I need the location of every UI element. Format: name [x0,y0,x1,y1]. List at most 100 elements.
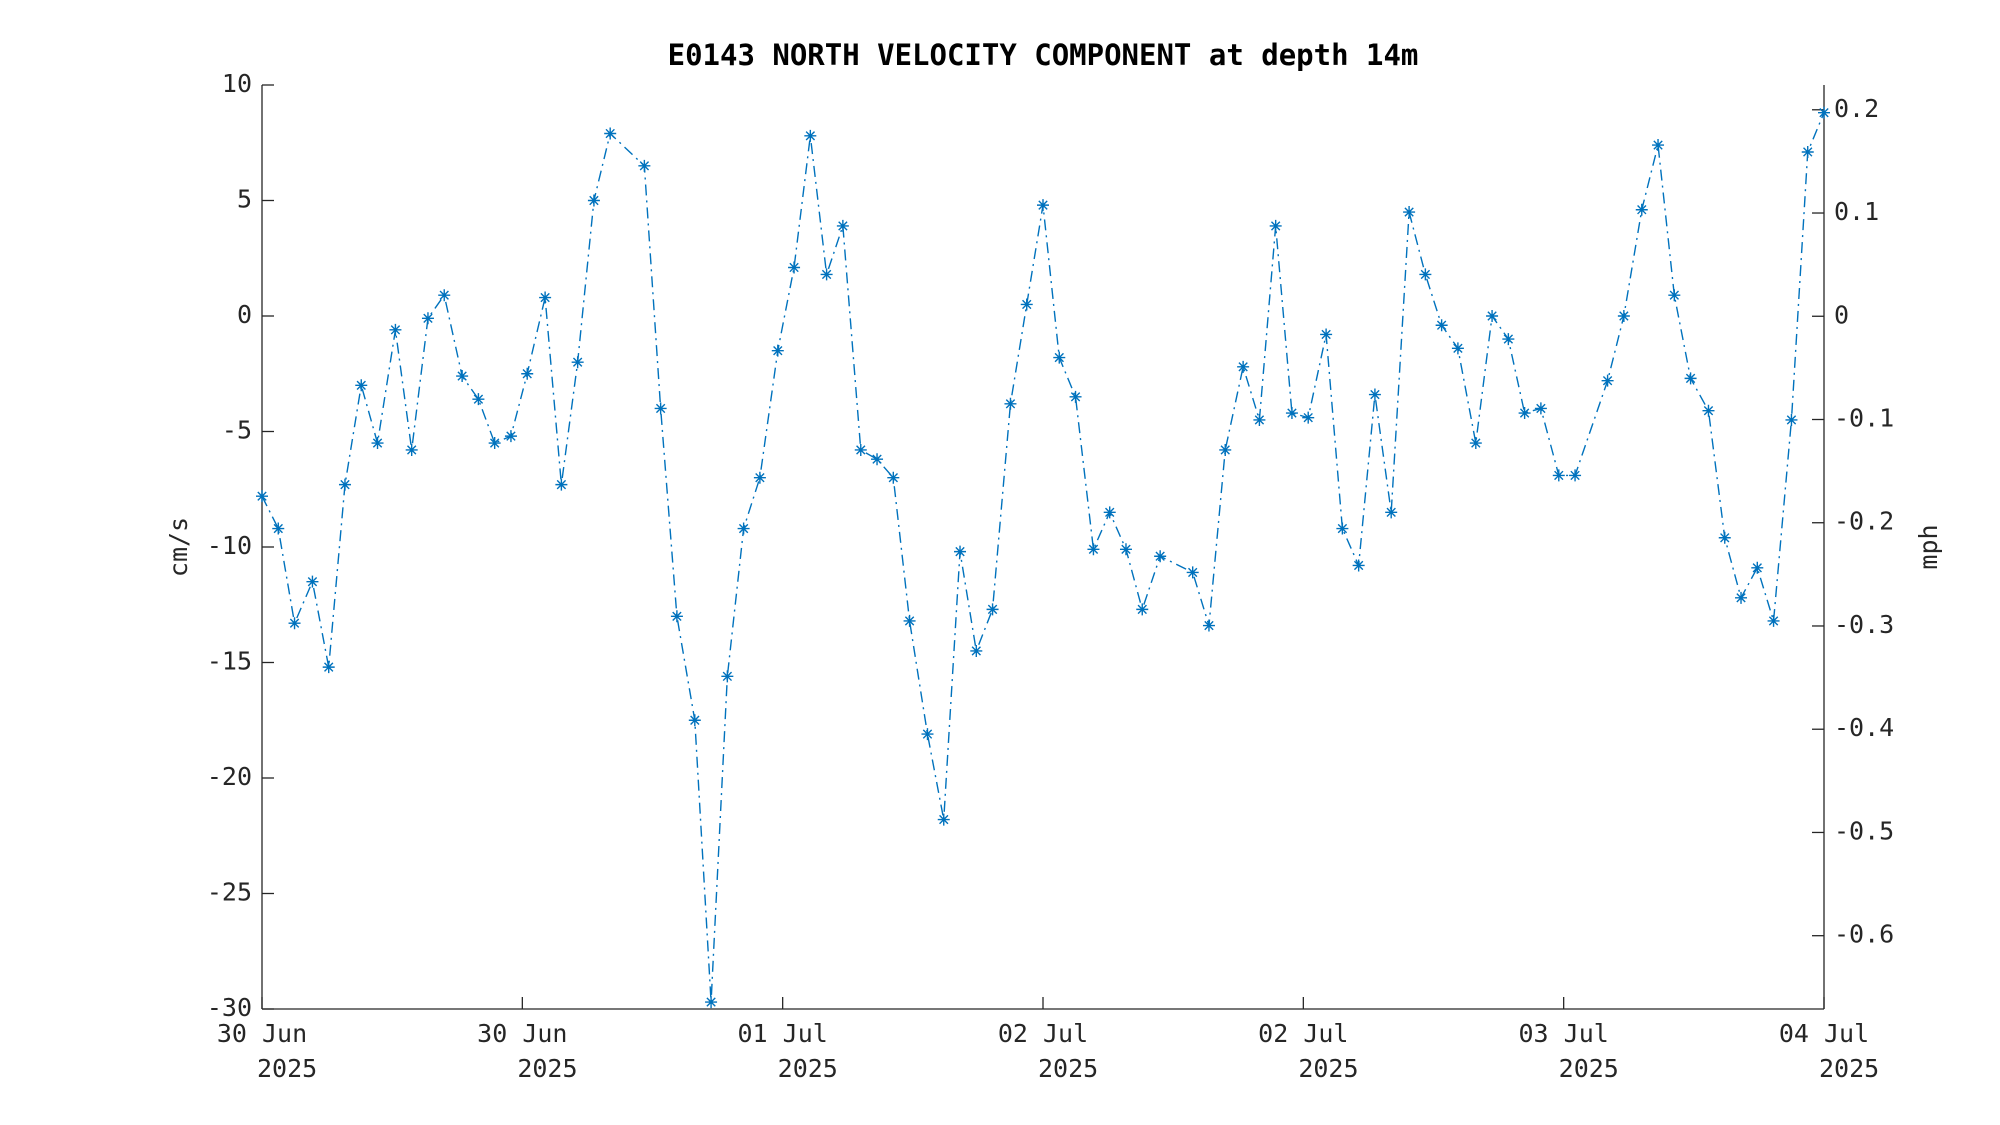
data-point [1269,219,1282,232]
data-point [1552,469,1565,482]
data-point [1352,559,1365,572]
x-tick-label: 03 Jul 2025 [1519,1019,1619,1083]
data-point [1801,145,1814,158]
data-point [1469,437,1482,450]
data-point [1767,614,1780,627]
data-point [472,393,485,406]
data-point [338,478,351,491]
data-point [1237,360,1250,373]
x-tick-label: 02 Jul 2025 [998,1019,1098,1083]
data-point [1451,342,1464,355]
y-tick-label: -10 [207,531,252,560]
y-tick-label: -15 [207,647,252,676]
data-point [836,219,849,232]
data-point [1320,328,1333,341]
data-point [504,430,517,443]
data-line [261,112,1825,1003]
data-point [670,610,683,623]
data-point [1684,372,1697,385]
data-point [1403,206,1416,219]
data-point [421,312,434,325]
data-point [737,522,750,535]
y2-tick-label: 0 [1834,300,1849,329]
data-point [705,996,718,1009]
y-axis-label: cm/s [164,517,193,577]
y2-tick-label: -0.1 [1834,403,1894,432]
data-point [654,402,667,415]
data-point [371,437,384,450]
data-point [1253,413,1266,426]
data-point [638,159,651,172]
data-point [1668,289,1681,302]
data-point [688,714,701,727]
data-point [256,490,268,503]
data-point [604,127,617,140]
data-point [1818,106,1830,119]
data-point [1569,469,1582,482]
data-point [1785,413,1798,426]
data-point [1601,374,1614,387]
data-point [921,728,934,741]
y2-tick-label: 0.2 [1834,94,1879,123]
data-point [1419,268,1432,281]
data-point [1087,543,1100,556]
data-point [1285,407,1298,420]
data-point [1186,566,1199,579]
data-point [887,471,900,484]
data-point [1202,619,1215,632]
data-point [272,522,285,535]
data-point [771,344,784,357]
data-point [587,194,600,207]
data-point [488,437,501,450]
x-tick-label: 30 Jun 2025 [217,1019,317,1083]
data-point [355,379,368,392]
y2-tick-label: -0.5 [1834,816,1894,845]
data-point [1751,561,1764,574]
data-point [937,813,950,826]
x-tick-label: 02 Jul 2025 [1258,1019,1358,1083]
data-point [1053,351,1066,364]
y-tick-label: 5 [237,185,252,214]
data-point [986,603,999,616]
data-point [1652,139,1665,152]
data-point [1069,390,1082,403]
data-point [1435,319,1448,332]
data-point [1136,603,1149,616]
y2-tick-label: -0.6 [1834,920,1894,949]
data-point [804,129,817,142]
data-point [903,614,916,627]
data-point [788,261,801,274]
data-point [1502,333,1515,346]
chart-title: E0143 NORTH VELOCITY COMPONENT at depth … [668,38,1419,72]
y-tick-label: 10 [222,69,252,98]
data-point [1718,531,1731,544]
data-point [721,670,734,683]
data-point [1534,402,1547,415]
data-point [1154,550,1167,563]
data-point [1518,407,1531,420]
y-tick-label: -20 [207,762,252,791]
data-point [1037,199,1049,212]
data-point [1702,404,1715,417]
data-point [1336,522,1349,535]
data-point [456,370,469,383]
data-point [1385,506,1398,519]
data-point [521,367,534,380]
data-point [954,545,967,558]
data-point [1004,397,1017,410]
y-tick-label: 0 [237,300,252,329]
data-point [854,443,867,456]
data-point [539,291,552,304]
data-point [1368,388,1381,401]
x-tick-label: 04 Jul 2025 [1779,1019,1879,1083]
data-point [1486,310,1499,322]
y2-axis-label: mph [1914,524,1943,569]
y2-tick-label: 0.1 [1834,197,1879,226]
data-point [306,575,319,588]
data-point [571,356,584,369]
y-tick-label: -5 [222,416,252,445]
data-point [1735,591,1748,604]
data-point [1103,506,1116,519]
